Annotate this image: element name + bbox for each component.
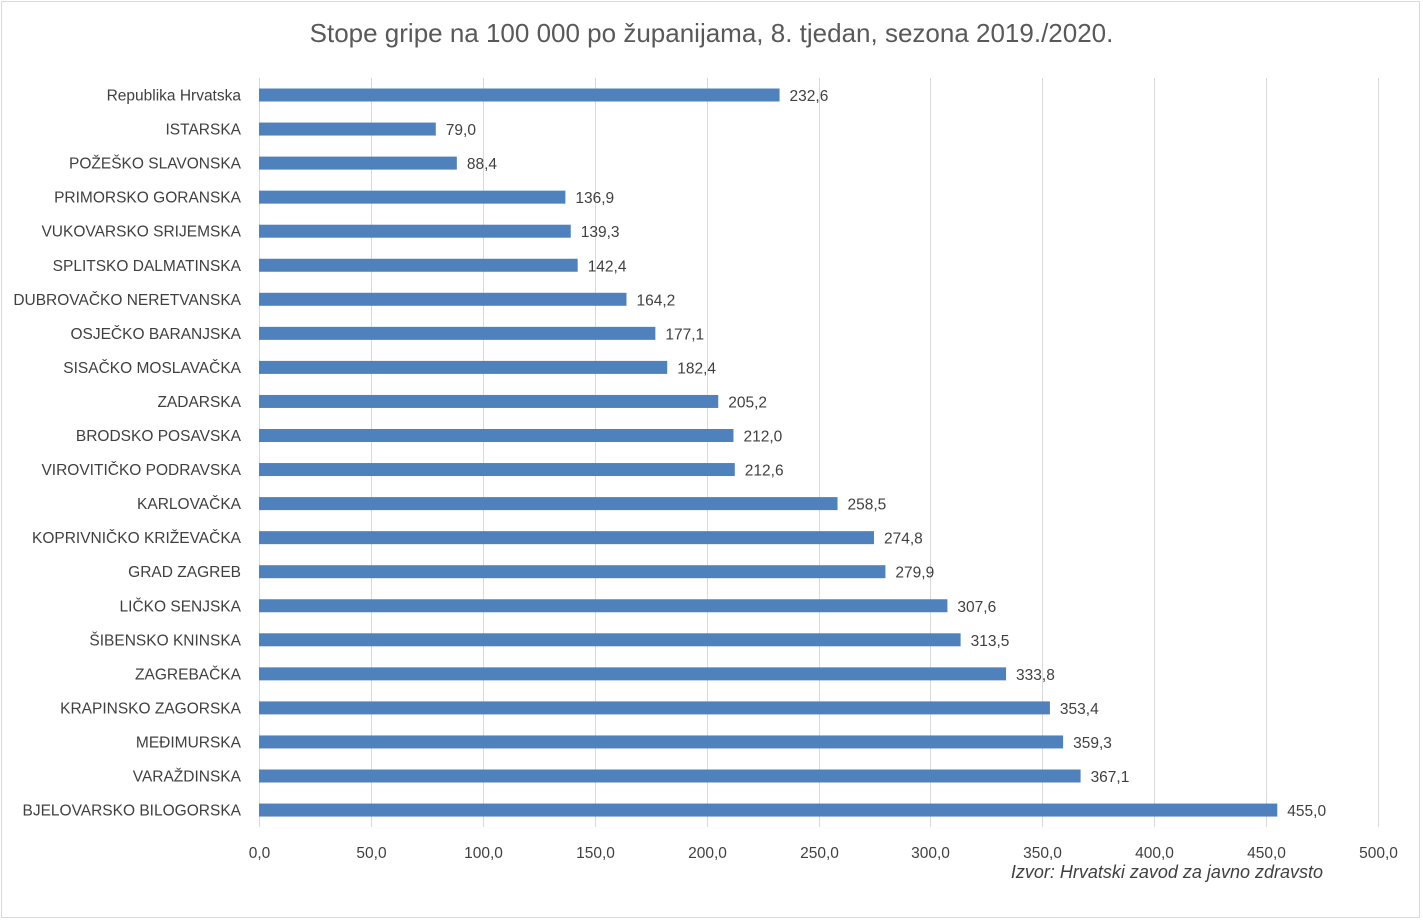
category-label: VIROVITIČKO PODRAVSKA bbox=[41, 462, 241, 479]
category-label: POŽEŠKO SLAVONSKA bbox=[69, 156, 242, 173]
bar bbox=[259, 599, 948, 613]
bar bbox=[259, 429, 734, 442]
data-label: 164,2 bbox=[636, 292, 675, 309]
category-label: ZAGREBAČKA bbox=[135, 666, 242, 683]
data-label: 177,1 bbox=[665, 326, 704, 343]
category-label: ISTARSKA bbox=[165, 122, 241, 139]
category-label: LIČKO SENJSKA bbox=[120, 598, 242, 615]
bar bbox=[259, 326, 656, 340]
x-tick-label: 400,0 bbox=[1135, 845, 1174, 862]
data-label: 136,9 bbox=[575, 190, 614, 207]
x-tick-label: 150,0 bbox=[576, 845, 615, 862]
bar bbox=[259, 803, 1278, 817]
data-label: 142,4 bbox=[588, 258, 627, 275]
bar bbox=[259, 258, 578, 272]
x-tick-label: 300,0 bbox=[911, 845, 950, 862]
bar bbox=[259, 122, 436, 136]
data-label: 182,4 bbox=[677, 360, 716, 377]
bar bbox=[259, 156, 457, 170]
category-label: VARAŽDINSKA bbox=[133, 769, 242, 786]
data-label: 212,0 bbox=[743, 429, 782, 446]
x-tick-label: 0,0 bbox=[249, 845, 271, 862]
bar bbox=[259, 769, 1081, 783]
bar bbox=[259, 565, 886, 579]
chart-title: Stope gripe na 100 000 po županijama, 8.… bbox=[309, 18, 1114, 48]
data-label: 313,5 bbox=[971, 633, 1010, 650]
x-tick-label: 100,0 bbox=[464, 845, 503, 862]
category-label: Republika Hrvatska bbox=[107, 88, 242, 105]
data-label: 274,8 bbox=[884, 531, 923, 548]
data-label: 279,9 bbox=[895, 565, 934, 582]
category-label: VUKOVARSKO SRIJEMSKA bbox=[41, 224, 241, 241]
bar bbox=[259, 735, 1064, 749]
x-tick-label: 200,0 bbox=[688, 845, 727, 862]
bar bbox=[259, 463, 735, 477]
category-label: KOPRIVNIČKO KRIŽEVAČKA bbox=[32, 530, 242, 547]
category-label: ZADARSKA bbox=[157, 394, 241, 411]
category-label: BJELOVARSKO BILOGORSKA bbox=[22, 803, 241, 820]
bar bbox=[259, 88, 780, 102]
x-tick-label: 500,0 bbox=[1359, 845, 1398, 862]
data-label: 258,5 bbox=[848, 497, 887, 514]
bar bbox=[259, 292, 627, 306]
bar bbox=[259, 360, 668, 374]
data-label: 88,4 bbox=[467, 156, 498, 173]
category-label: ŠIBENSKO KNINSKA bbox=[89, 632, 241, 649]
data-label: 79,0 bbox=[446, 122, 477, 139]
bar bbox=[259, 190, 566, 204]
data-label: 367,1 bbox=[1091, 769, 1130, 786]
data-label: 139,3 bbox=[581, 224, 620, 241]
data-label: 212,6 bbox=[745, 463, 784, 480]
category-label: KARLOVAČKA bbox=[137, 496, 242, 513]
bar bbox=[259, 394, 719, 408]
category-label: DUBROVAČKO NERETVANSKA bbox=[13, 292, 241, 309]
chart-source-note: Izvor: Hrvatski zavod za javno zdravsto bbox=[1010, 862, 1323, 882]
bar bbox=[259, 531, 875, 545]
category-label: MEĐIMURSKA bbox=[136, 734, 242, 751]
bar bbox=[259, 667, 1007, 681]
data-label: 232,6 bbox=[790, 88, 829, 105]
x-tick-label: 350,0 bbox=[1023, 845, 1062, 862]
bar bbox=[259, 701, 1050, 715]
category-label: SISAČKO MOSLAVAČKA bbox=[63, 360, 241, 377]
data-label: 333,8 bbox=[1016, 667, 1055, 684]
data-label: 205,2 bbox=[728, 394, 767, 411]
x-tick-label: 50,0 bbox=[356, 845, 387, 862]
category-label: SPLITSKO DALMATINSKA bbox=[53, 258, 242, 275]
data-label: 307,6 bbox=[957, 599, 996, 616]
x-tick-label: 450,0 bbox=[1247, 845, 1286, 862]
bar bbox=[259, 497, 838, 511]
category-label: KRAPINSKO ZAGORSKA bbox=[60, 700, 242, 717]
x-tick-label: 250,0 bbox=[800, 845, 839, 862]
bar bbox=[259, 633, 961, 647]
category-label: PRIMORSKO GORANSKA bbox=[54, 190, 242, 207]
category-label: BRODSKO POSAVSKA bbox=[76, 428, 242, 445]
data-label: 455,0 bbox=[1287, 803, 1326, 820]
category-label: OSJEČKO BARANJSKA bbox=[70, 326, 241, 343]
bar bbox=[259, 224, 571, 238]
category-label: GRAD ZAGREB bbox=[128, 564, 241, 581]
data-label: 353,4 bbox=[1060, 701, 1099, 718]
data-label: 359,3 bbox=[1073, 735, 1112, 752]
